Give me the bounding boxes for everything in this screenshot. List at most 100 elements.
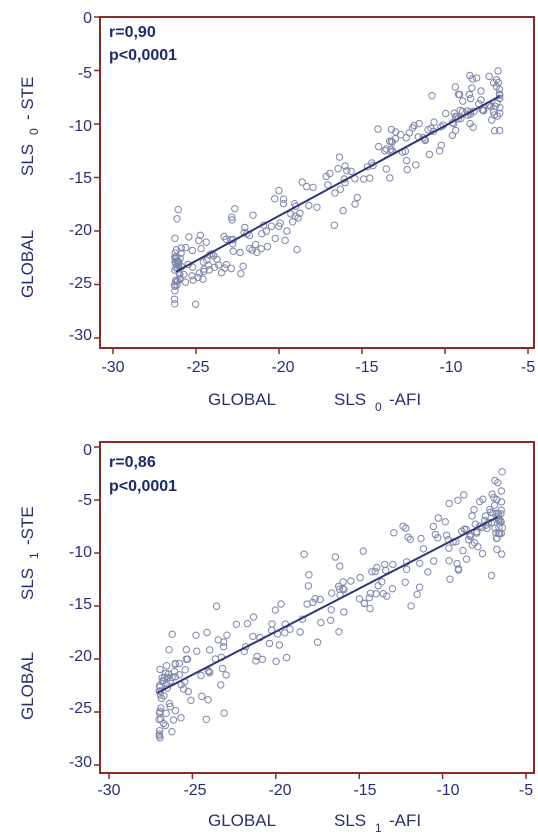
data-point [491, 476, 499, 485]
data-point [351, 200, 359, 208]
y-axis-title-suffix: -STE [18, 506, 37, 545]
data-point [371, 567, 379, 576]
correlation-r: r=0,86 [109, 454, 156, 471]
data-point [456, 106, 464, 115]
data-point [485, 72, 493, 81]
data-point [212, 602, 221, 610]
data-point [243, 619, 252, 628]
data-point [381, 147, 389, 155]
data-point [459, 97, 467, 105]
data-point [490, 111, 499, 119]
data-point [468, 84, 476, 92]
data-point [490, 494, 498, 502]
data-point [374, 142, 383, 151]
data-point [200, 267, 208, 276]
data-point [479, 106, 487, 115]
data-point [241, 223, 249, 232]
y-axis-title-sls: SLS [18, 568, 37, 600]
x-tick-labels: -30 -25 -20 -15 -10 -5 [97, 782, 533, 799]
data-point [435, 147, 444, 155]
data-point [196, 231, 205, 240]
data-point [331, 189, 339, 197]
data-point [198, 692, 206, 700]
data-point [372, 590, 380, 598]
data-point [161, 721, 170, 730]
data-point [430, 557, 438, 565]
data-point [300, 550, 308, 558]
x-tick-label: -20 [268, 782, 291, 799]
data-point [249, 632, 257, 641]
data-point [415, 583, 424, 591]
data-point [202, 715, 211, 723]
data-point [166, 703, 174, 711]
data-point [172, 252, 181, 261]
data-point [340, 608, 348, 616]
data-point [275, 186, 283, 195]
data-point [341, 162, 349, 170]
data-point [220, 638, 228, 646]
data-point [286, 625, 294, 633]
data-point [360, 175, 368, 183]
data-point [271, 195, 279, 203]
data-point [498, 468, 506, 476]
y-axis-title-global: GLOBAL [18, 230, 37, 298]
data-point [236, 248, 244, 257]
data-point [177, 244, 185, 252]
data-point [330, 221, 338, 229]
x-axis-title-sls: SLS [334, 811, 366, 830]
data-point [498, 524, 506, 532]
data-point [454, 565, 463, 573]
data-point [359, 547, 367, 555]
data-point [251, 240, 260, 249]
data-point [293, 245, 301, 254]
x-axis-title-subscript: 1 [375, 821, 382, 834]
data-point [493, 534, 501, 542]
data-point [156, 727, 164, 735]
data-point [374, 582, 382, 590]
data-point [419, 134, 427, 142]
data-point [265, 639, 274, 648]
data-point [427, 124, 435, 133]
data-point [407, 602, 415, 610]
data-point [162, 709, 170, 717]
y-tick-label: -5 [78, 65, 92, 82]
data-point [275, 222, 283, 230]
data-point [334, 165, 342, 173]
data-point [340, 585, 348, 594]
data-point [272, 657, 280, 665]
data-point [249, 613, 258, 621]
data-point [494, 510, 503, 518]
data-point [172, 278, 181, 286]
data-point [204, 696, 212, 704]
data-point [491, 102, 500, 111]
data-point [495, 517, 503, 525]
data-point [425, 150, 434, 159]
data-point [382, 165, 390, 173]
data-point [335, 582, 343, 590]
fit-line-group [156, 516, 499, 694]
data-point [192, 631, 200, 639]
data-point [267, 222, 276, 230]
data-point [445, 544, 453, 552]
data-point [166, 677, 175, 685]
data-point [217, 681, 225, 689]
data-point [490, 127, 499, 135]
data-point [168, 728, 176, 736]
data-point [424, 568, 432, 576]
data-point [468, 512, 476, 520]
data-point [316, 595, 324, 604]
data-point [171, 660, 180, 668]
data-point [416, 559, 424, 567]
data-point [313, 638, 322, 646]
data-point [174, 205, 182, 214]
data-point [468, 75, 477, 83]
y-axis-title-subscript: 1 [27, 552, 41, 559]
data-point [419, 545, 428, 553]
data-point [331, 553, 340, 561]
data-point [281, 629, 289, 637]
data-point [366, 604, 374, 613]
data-point [279, 195, 288, 203]
x-tick-labels: -30 -25 -20 -15 -10 -5 [101, 359, 535, 376]
data-point [373, 563, 381, 572]
data-point [298, 178, 306, 186]
